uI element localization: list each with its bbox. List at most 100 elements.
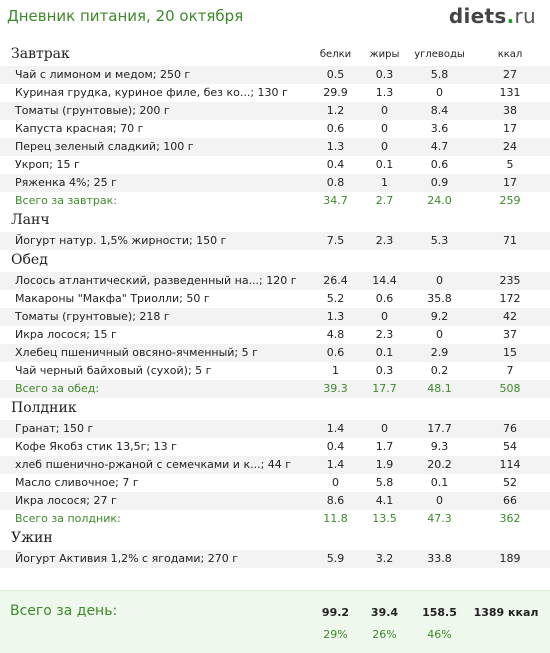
day-total-carbs: 158.5 xyxy=(422,606,457,619)
meal-total-label: Всего за полдник: xyxy=(15,512,121,525)
value-fat: 3.2 xyxy=(375,552,394,565)
value-fat: 0 xyxy=(381,422,388,435)
value-carbs: 3.6 xyxy=(430,122,449,135)
meal-total-label: Всего за завтрак: xyxy=(15,194,118,207)
value-carbs: 35.8 xyxy=(427,292,452,305)
food-name: Икра лосося; 27 г xyxy=(15,494,117,507)
value-protein: 26.4 xyxy=(323,274,348,287)
value-kcal: 27 xyxy=(503,68,517,81)
value-carbs: 0.1 xyxy=(430,476,449,489)
value-fat: 2.7 xyxy=(375,194,394,207)
food-row: хлеб пшенично-ржаной с семечками и к...;… xyxy=(0,456,550,474)
value-protein: 1.4 xyxy=(326,422,345,435)
day-total-protein: 99.2 xyxy=(321,606,350,619)
value-carbs: 17.7 xyxy=(427,422,452,435)
value-kcal: 508 xyxy=(499,382,521,395)
value-carbs: 0.9 xyxy=(430,176,449,189)
value-kcal: 17 xyxy=(503,122,517,135)
meals-table: Завтрак белки жиры углеводы ккал Чай с лимоно… xyxy=(0,44,550,568)
meal-section: Ланч Йогурт натур. 1,5% жирности; 150 г 7.… xyxy=(0,210,550,250)
food-name: Масло сливочное; 7 г xyxy=(15,476,139,489)
value-protein: 1 xyxy=(332,364,339,377)
value-fat: 1.9 xyxy=(375,458,394,471)
value-carbs: 20.2 xyxy=(427,458,452,471)
value-fat: 5.8 xyxy=(375,476,394,489)
food-row: Кофе Якобз стик 13,5г; 13 г 0.4 1.7 9.3 54 xyxy=(0,438,550,456)
meal-section: Обед Лосось атлантический, разведенный на… xyxy=(0,250,550,398)
value-protein: 5.9 xyxy=(326,552,345,565)
food-row: Икра лосося; 27 г 8.6 4.1 0 66 xyxy=(0,492,550,510)
value-protein: 4.8 xyxy=(326,328,345,341)
food-name: Томаты (грунтовые); 218 г xyxy=(15,310,170,323)
food-name: Гранат; 150 г xyxy=(15,422,94,435)
value-carbs: 9.2 xyxy=(430,310,449,323)
food-name: Йогурт натур. 1,5% жирности; 150 г xyxy=(15,234,227,247)
food-name: Лосось атлантический, разведенный на...;… xyxy=(15,274,297,287)
value-protein: 39.3 xyxy=(323,382,348,395)
food-name: Ряженка 4%; 25 г xyxy=(15,176,117,189)
value-fat: 4.1 xyxy=(375,494,394,507)
food-name: Томаты (грунтовые); 200 г xyxy=(15,104,170,117)
food-row: Хлебец пшеничный овсяно-ячменный; 5 г 0.6… xyxy=(0,344,550,362)
value-protein: 0.8 xyxy=(326,176,345,189)
value-fat: 17.7 xyxy=(372,382,397,395)
value-kcal: 7 xyxy=(506,364,514,377)
value-carbs: 0 xyxy=(436,274,443,287)
value-kcal: 189 xyxy=(499,552,521,565)
logo-tld: ru xyxy=(514,4,536,28)
food-name: Чай черный байховый (сухой); 5 г xyxy=(15,364,212,377)
food-row: Томаты (грунтовые); 218 г 1.3 0 9.2 42 xyxy=(0,308,550,326)
food-row: Йогурт Активия 1,2% с ягодами; 270 г 5.9 3… xyxy=(0,550,550,568)
column-header-kcal: ккал xyxy=(497,49,523,60)
value-protein: 0.4 xyxy=(326,158,345,171)
meal-total-row: Всего за обед: 39.3 17.7 48.1 508 xyxy=(0,380,550,398)
meal-header: Обед xyxy=(0,250,550,272)
value-protein: 0.6 xyxy=(326,122,345,135)
meal-total-row: Всего за завтрак: 34.7 2.7 24.0 259 xyxy=(0,192,550,210)
page-title: Дневник питания, 20 октября xyxy=(7,7,244,25)
logo-dot: . xyxy=(506,4,515,28)
value-protein: 0.5 xyxy=(326,68,345,81)
value-kcal: 172 xyxy=(499,292,521,305)
food-row: Томаты (грунтовые); 200 г 1.2 0 8.4 38 xyxy=(0,102,550,120)
column-header-fat: жиры xyxy=(369,49,400,60)
food-name: Икра лосося; 15 г xyxy=(15,328,117,341)
day-percent-fat: 26% xyxy=(372,628,397,641)
value-carbs: 8.4 xyxy=(430,104,449,117)
value-carbs: 24.0 xyxy=(427,194,452,207)
diets-logo[interactable]: diets.ru xyxy=(449,4,536,28)
meal-title: Обед xyxy=(11,252,48,268)
value-kcal: 15 xyxy=(503,346,517,359)
value-fat: 0 xyxy=(381,310,388,323)
value-carbs: 33.8 xyxy=(427,552,452,565)
value-kcal: 362 xyxy=(499,512,521,525)
value-carbs: 0.2 xyxy=(430,364,449,377)
food-row: Икра лосося; 15 г 4.8 2.3 0 37 xyxy=(0,326,550,344)
value-fat: 0.1 xyxy=(375,158,394,171)
meal-section: Полдник Гранат; 150 г 1.4 0 17.7 76 Кофе Якобз… xyxy=(0,398,550,528)
value-kcal: 37 xyxy=(503,328,517,341)
value-carbs: 4.7 xyxy=(430,140,449,153)
value-protein: 0.6 xyxy=(326,346,345,359)
meal-header: Полдник xyxy=(0,398,550,420)
meal-header: Ланч xyxy=(0,210,550,232)
meal-header: Ужин xyxy=(0,528,550,550)
value-carbs: 0.6 xyxy=(430,158,449,171)
value-kcal: 131 xyxy=(499,86,521,99)
column-header-carbs: углеводы xyxy=(414,49,465,60)
value-fat: 0 xyxy=(381,140,388,153)
food-row: Гранат; 150 г 1.4 0 17.7 76 xyxy=(0,420,550,438)
value-fat: 0.3 xyxy=(375,364,394,377)
logo-main: diets xyxy=(448,4,507,28)
value-kcal: 42 xyxy=(503,310,517,323)
food-name: Кофе Якобз стик 13,5г; 13 г xyxy=(15,440,177,453)
value-carbs: 5.3 xyxy=(430,234,449,247)
food-row: Масло сливочное; 7 г 0 5.8 0.1 52 xyxy=(0,474,550,492)
day-total-label: Всего за день: xyxy=(10,603,118,619)
day-percent-carbs: 46% xyxy=(427,628,452,641)
food-row: Макароны "Макфа" Триолли; 50 г 5.2 0.6 35.8… xyxy=(0,290,550,308)
value-kcal: 235 xyxy=(499,274,521,287)
page-header: Дневник питания, 20 октября diets.ru xyxy=(0,0,550,34)
value-kcal: 38 xyxy=(503,104,517,117)
value-protein: 1.3 xyxy=(326,310,345,323)
